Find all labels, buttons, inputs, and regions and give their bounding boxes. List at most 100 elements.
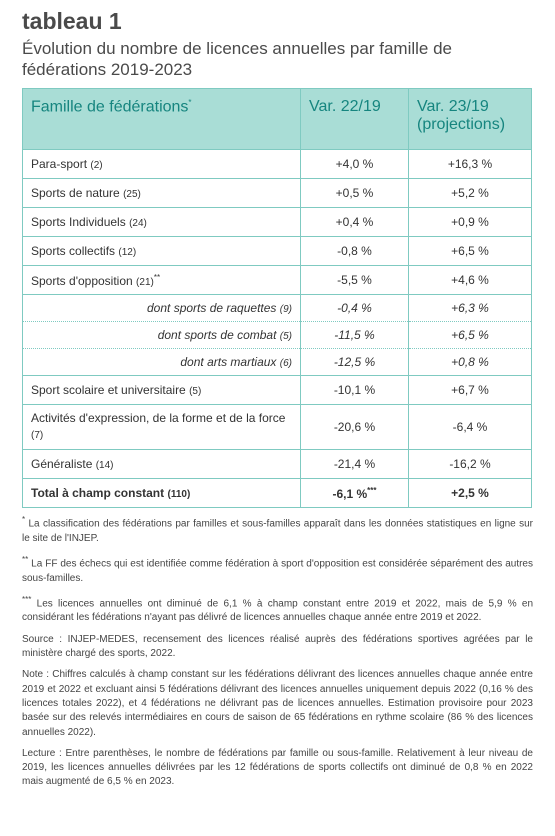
row-label: Sports Individuels (24) bbox=[22, 207, 301, 237]
cell-value: -0,4 % bbox=[300, 294, 409, 322]
row-count: (110) bbox=[167, 489, 191, 500]
row-name: dont sports de combat bbox=[157, 328, 277, 342]
marker: *** bbox=[367, 485, 377, 495]
note-text: Source : INJEP-MEDES, recensement des li… bbox=[22, 633, 533, 660]
row-count: (5) bbox=[279, 331, 292, 342]
row-count: (14) bbox=[95, 460, 114, 471]
row-label: Sport scolaire et universitaire (5) bbox=[22, 375, 301, 405]
cell-value: -5,5 % bbox=[300, 265, 409, 295]
row-label: Total à champ constant (110) bbox=[22, 478, 301, 508]
table-row: dont arts martiaux (6) -12,5 % +0,8 % bbox=[22, 348, 532, 376]
row-label: dont arts martiaux (6) bbox=[22, 348, 301, 376]
row-count: (12) bbox=[118, 247, 137, 258]
value: +6,3 % bbox=[451, 301, 489, 315]
table-row: Sports collectifs (12) -0,8 % +6,5 % bbox=[22, 236, 532, 266]
cell-value: -20,6 % bbox=[300, 404, 409, 450]
cell-value: +0,4 % bbox=[300, 207, 409, 237]
note: ** La FF des échecs qui est identifiée c… bbox=[22, 553, 533, 586]
header-row: Famille de fédérations* Var. 22/19 Var. … bbox=[22, 88, 532, 150]
table-row: dont sports de raquettes (9) -0,4 % +6,3 % bbox=[22, 294, 532, 322]
row-count: (24) bbox=[129, 218, 147, 229]
value: -5,5 % bbox=[337, 273, 372, 287]
value: -21,4 % bbox=[333, 457, 376, 471]
document: tableau 1 Évolution du nombre de licence… bbox=[22, 8, 533, 790]
cell-value: -10,1 % bbox=[300, 375, 409, 405]
row-count: (6) bbox=[279, 358, 292, 369]
note-text: Note : Chiffres calculés à champ constan… bbox=[22, 669, 533, 738]
row-label: Activités d'expression, de la forme et d… bbox=[22, 404, 301, 450]
cell-value: -6,1 %*** bbox=[300, 478, 409, 508]
value: +4,6 % bbox=[451, 273, 489, 287]
table-row: Sport scolaire et universitaire (5) -10,1… bbox=[22, 375, 532, 405]
cell-value: -11,5 % bbox=[300, 321, 409, 349]
value: -6,1 % bbox=[332, 486, 368, 501]
marker: * bbox=[188, 98, 192, 107]
note-marker: * bbox=[22, 515, 26, 524]
marker: ** bbox=[153, 272, 161, 282]
value: -10,1 % bbox=[333, 383, 376, 397]
note-text: Lecture : Entre parenthèses, le nombre d… bbox=[22, 747, 533, 788]
row-label: Para-sport (2) bbox=[22, 149, 301, 179]
value: -0,4 % bbox=[337, 301, 372, 315]
row-name: Para-sport bbox=[31, 157, 88, 171]
value: -16,2 % bbox=[449, 457, 491, 471]
value: +5,2 % bbox=[451, 186, 489, 200]
table-row: dont sports de combat (5) -11,5 % +6,5 % bbox=[22, 321, 532, 349]
row-label: dont sports de raquettes (9) bbox=[22, 294, 301, 322]
value: +16,3 % bbox=[447, 157, 493, 171]
value: +0,9 % bbox=[451, 215, 489, 229]
note: Source : INJEP-MEDES, recensement des li… bbox=[22, 633, 533, 662]
value: -6,4 % bbox=[452, 420, 488, 434]
cell-value: -16,2 % bbox=[408, 449, 532, 479]
subtitle: Évolution du nombre de licences annuelle… bbox=[22, 39, 452, 79]
cell-value: -6,4 % bbox=[408, 404, 532, 450]
table-row: Para-sport (2) +4,0 % +16,3 % bbox=[22, 149, 532, 179]
row-name: Sports Individuels bbox=[31, 215, 126, 229]
table-row: Total à champ constant (110) -6,1 %*** +2,… bbox=[22, 478, 532, 508]
table-row: Sports d'opposition (21)** -5,5 % +4,6 % bbox=[22, 265, 532, 295]
cell-value: -12,5 % bbox=[300, 348, 409, 376]
column-title: Famille de fédérations bbox=[31, 98, 189, 116]
notes: * La classification des fédérations par … bbox=[22, 513, 533, 790]
value: -20,6 % bbox=[333, 420, 376, 434]
note-text: La FF des échecs qui est identifiée comm… bbox=[22, 558, 533, 584]
row-name: Sports collectifs bbox=[31, 244, 116, 258]
note: Lecture : Entre parenthèses, le nombre d… bbox=[22, 747, 533, 790]
row-name: Sport scolaire et universitaire bbox=[31, 383, 186, 397]
value: +4,0 % bbox=[335, 157, 374, 171]
cell-value: -0,8 % bbox=[300, 236, 409, 266]
cell-value: +16,3 % bbox=[408, 149, 532, 179]
value: +6,5 % bbox=[451, 244, 489, 258]
row-label: Sports collectifs (12) bbox=[22, 236, 301, 266]
row-name: Sports d'opposition bbox=[31, 273, 133, 288]
value: +0,4 % bbox=[335, 215, 374, 229]
table-row: Activités d'expression, de la forme et d… bbox=[22, 404, 532, 450]
cell-value: -21,4 % bbox=[300, 449, 409, 479]
note-marker: *** bbox=[22, 594, 32, 604]
value: -12,5 % bbox=[333, 355, 376, 369]
row-name: dont sports de raquettes bbox=[147, 301, 277, 315]
row-label: dont sports de combat (5) bbox=[22, 321, 301, 349]
row-name: Sports de nature bbox=[31, 186, 120, 200]
column-header: Var. 22/19 bbox=[300, 88, 409, 150]
value: +6,5 % bbox=[451, 328, 489, 342]
value: -11,5 % bbox=[334, 328, 375, 342]
row-name: Total à champ constant bbox=[31, 486, 165, 500]
row-count: (21) bbox=[136, 276, 154, 288]
row-name: dont arts martiaux bbox=[180, 355, 277, 369]
row-count: (2) bbox=[90, 160, 103, 171]
cell-value: +6,3 % bbox=[408, 294, 532, 322]
cell-value: +2,5 % bbox=[408, 478, 532, 508]
row-name: Activités d'expression, de la forme et d… bbox=[31, 411, 286, 425]
cell-value: +6,5 % bbox=[408, 236, 532, 266]
column-header: Famille de fédérations* bbox=[22, 88, 301, 150]
value: +0,5 % bbox=[335, 186, 374, 200]
note: *** Les licences annuelles ont diminué d… bbox=[22, 593, 533, 626]
cell-value: +0,5 % bbox=[300, 178, 409, 208]
row-label: Généraliste (14) bbox=[22, 449, 301, 479]
note: Note : Chiffres calculés à champ constan… bbox=[22, 668, 533, 739]
note-text: La classification des fédérations par fa… bbox=[22, 518, 533, 544]
cell-value: +0,8 % bbox=[408, 348, 532, 376]
row-label: Sports d'opposition (21)** bbox=[22, 265, 301, 295]
